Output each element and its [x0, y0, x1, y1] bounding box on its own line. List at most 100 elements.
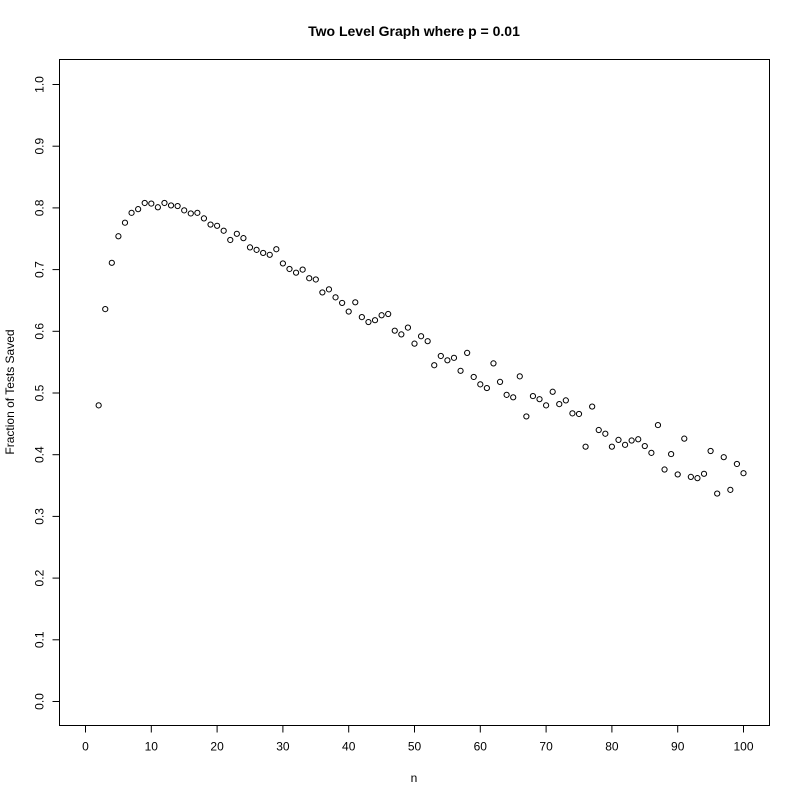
- x-tick-label: 40: [342, 740, 356, 754]
- data-point: [385, 310, 392, 318]
- data-point: [707, 447, 714, 455]
- y-tick-label: 0.2: [33, 569, 47, 586]
- x-tick-label: 20: [210, 740, 224, 754]
- data-point: [279, 260, 286, 267]
- x-axis: 0 10 20 30 40 50 60 70 80 90 100: [82, 725, 754, 754]
- data-point: [95, 402, 102, 409]
- y-tick-label: 0.4: [33, 446, 47, 463]
- data-point: [240, 235, 247, 242]
- data-point: [477, 381, 484, 388]
- y-tick-label: 0.9: [33, 138, 47, 155]
- data-point: [602, 430, 609, 437]
- plot-area-frame: [59, 59, 770, 726]
- y-axis: 0.0 0.1 0.2 0.3 0.4 0.5 0.6 0.7 0.8 0.9 1.0: [33, 76, 60, 710]
- data-point: [108, 259, 115, 266]
- y-tick-label: 0.3: [33, 508, 47, 525]
- x-tick-label: 30: [276, 740, 290, 754]
- data-point: [714, 490, 721, 497]
- data-point: [306, 275, 313, 282]
- data-point: [635, 436, 642, 443]
- data-point: [720, 454, 727, 461]
- data-point: [641, 442, 648, 450]
- x-tick-label: 50: [408, 740, 422, 754]
- y-tick-label: 0.1: [33, 631, 47, 648]
- y-tick-label: 0.5: [33, 384, 47, 401]
- data-point: [233, 230, 240, 237]
- x-tick-label: 60: [474, 740, 488, 754]
- data-point: [194, 209, 201, 216]
- data-point: [404, 324, 412, 331]
- data-point: [687, 473, 694, 481]
- y-tick-label: 0.8: [33, 199, 47, 216]
- data-point: [332, 294, 339, 301]
- data-point: [200, 215, 208, 222]
- data-point: [424, 338, 431, 345]
- data-point: [214, 222, 221, 229]
- data-point: [681, 435, 688, 442]
- data-point: [483, 384, 490, 392]
- y-tick-label: 0.7: [33, 261, 47, 278]
- data-point: [654, 421, 662, 429]
- x-tick-label: 70: [539, 740, 553, 754]
- data-point: [543, 402, 550, 409]
- data-point: [207, 221, 214, 228]
- data-point: [470, 373, 477, 381]
- data-point: [391, 327, 398, 334]
- data-point: [102, 305, 109, 313]
- data-point: [562, 397, 569, 404]
- data-point: [161, 199, 168, 207]
- data-point: [589, 403, 596, 410]
- data-point: [286, 265, 293, 273]
- data-point: [450, 354, 458, 361]
- data-point: [220, 227, 227, 234]
- data-point: [523, 413, 530, 420]
- data-point: [253, 246, 260, 253]
- data-point: [325, 286, 333, 293]
- data-point: [575, 410, 583, 418]
- data-point: [674, 471, 681, 478]
- data-point: [345, 308, 352, 315]
- data-point: [608, 443, 616, 450]
- data-point: [431, 362, 438, 369]
- data-point: [227, 236, 234, 244]
- x-tick-label: 100: [733, 740, 753, 754]
- data-point: [733, 460, 741, 468]
- data-point: [128, 209, 135, 216]
- data-point: [700, 470, 708, 477]
- data-point: [490, 360, 497, 367]
- data-point: [727, 486, 734, 493]
- data-point: [181, 207, 188, 214]
- data-point: [516, 373, 523, 380]
- data-point: [312, 276, 319, 283]
- data-point: [246, 244, 254, 251]
- data-point: [339, 299, 346, 307]
- data-point: [628, 437, 635, 444]
- data-point: [556, 401, 563, 408]
- data-point: [437, 352, 444, 360]
- data-point: [661, 466, 668, 473]
- data-point: [496, 378, 504, 385]
- data-point: [503, 391, 510, 398]
- data-point: [121, 219, 129, 226]
- y-tick-label: 0.0: [33, 693, 47, 710]
- data-point: [582, 443, 589, 450]
- data-point: [260, 249, 267, 257]
- chart-title: Two Level Graph where p = 0.01: [308, 23, 520, 39]
- data-point: [694, 475, 701, 482]
- data-point: [292, 269, 300, 276]
- data-point: [444, 357, 451, 364]
- data-point: [668, 450, 675, 458]
- data-point: [621, 441, 629, 448]
- data-point: [148, 200, 155, 207]
- data-point: [411, 340, 418, 347]
- data-point: [319, 289, 326, 296]
- data-point: [648, 449, 655, 456]
- x-axis-label: n: [411, 771, 418, 785]
- data-point: [365, 318, 372, 326]
- data-point: [378, 312, 385, 319]
- data-point: [273, 246, 280, 253]
- data-point: [464, 349, 471, 356]
- data-point: [174, 202, 181, 210]
